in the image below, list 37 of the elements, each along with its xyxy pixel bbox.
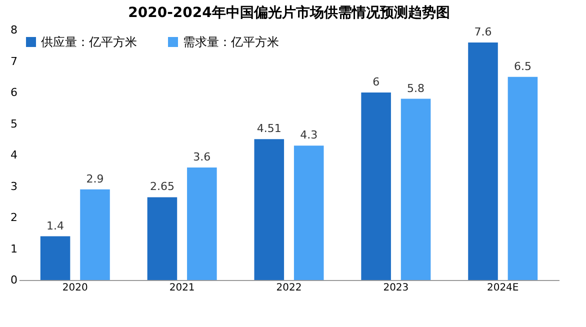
bar	[187, 168, 217, 280]
data-label: 1.4	[46, 219, 64, 232]
x-tick-label: 2022	[276, 282, 302, 294]
bar	[254, 139, 284, 280]
data-label: 4.51	[256, 122, 282, 136]
data-label: 2.9	[86, 172, 104, 186]
y-tick-label: 5	[10, 117, 18, 130]
bar	[294, 146, 324, 280]
x-tick-label: 2023	[383, 282, 409, 294]
y-tick-label: 4	[10, 148, 18, 162]
bar	[40, 236, 70, 280]
bar	[361, 92, 391, 280]
bar	[80, 189, 110, 280]
data-label: 6.5	[514, 60, 532, 73]
bar	[508, 76, 538, 280]
y-tick-label: 7	[10, 54, 18, 68]
y-tick-label: 6	[10, 86, 18, 99]
y-tick-label: 8	[10, 24, 18, 36]
y-tick-label: 3	[10, 180, 18, 193]
data-label: 5.8	[407, 82, 425, 95]
bar	[400, 98, 431, 280]
legend-label: 需求量：亿平方米	[183, 35, 279, 49]
bar	[147, 197, 178, 280]
data-label: 7.6	[474, 26, 492, 38]
x-tick-label: 2020	[62, 282, 88, 294]
x-tick-label: 2024E	[486, 282, 519, 294]
x-tick-label: 2021	[169, 282, 195, 294]
data-label: 6	[372, 76, 380, 88]
y-tick-label: 1	[10, 242, 18, 256]
chart-title: 2020-2024年中国偏光片市场供需情况预测趋势图	[128, 4, 450, 21]
data-label: 3.6	[193, 150, 211, 164]
y-tick-label: 0	[10, 274, 18, 286]
data-label: 4.3	[300, 128, 318, 142]
bar	[468, 42, 498, 280]
y-tick-label: 2	[10, 211, 18, 224]
data-label: 2.65	[150, 180, 174, 194]
legend-label: 供应量：亿平方米	[41, 35, 137, 49]
